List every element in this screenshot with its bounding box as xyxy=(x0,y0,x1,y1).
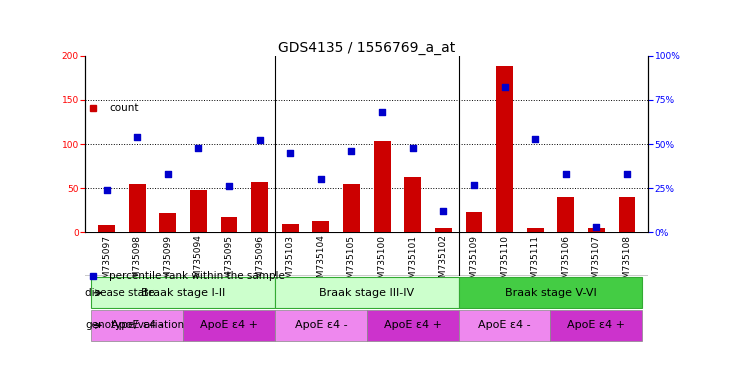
Text: GSM735103: GSM735103 xyxy=(286,235,295,290)
Text: disease state: disease state xyxy=(85,288,155,298)
Text: GSM735106: GSM735106 xyxy=(561,235,571,290)
Text: GSM735108: GSM735108 xyxy=(622,235,631,290)
Point xyxy=(193,144,205,151)
Text: GSM735107: GSM735107 xyxy=(592,235,601,290)
Bar xyxy=(313,221,329,232)
Text: GSM735097: GSM735097 xyxy=(102,235,111,290)
Title: GDS4135 / 1556769_a_at: GDS4135 / 1556769_a_at xyxy=(278,41,456,55)
Bar xyxy=(557,197,574,232)
Text: GSM735109: GSM735109 xyxy=(469,235,479,290)
Text: ApoE ε4 +: ApoE ε4 + xyxy=(200,320,258,331)
Text: GSM735110: GSM735110 xyxy=(500,235,509,290)
Text: GSM735111: GSM735111 xyxy=(531,235,539,290)
Bar xyxy=(459,277,642,308)
Text: ApoE ε4 -: ApoE ε4 - xyxy=(478,320,531,331)
Point xyxy=(162,171,174,177)
Bar xyxy=(190,190,207,232)
Bar xyxy=(343,184,360,232)
Point xyxy=(315,176,327,182)
Text: GSM735104: GSM735104 xyxy=(316,235,325,290)
Bar xyxy=(619,197,635,232)
Point xyxy=(468,182,480,188)
Point xyxy=(223,183,235,189)
Bar xyxy=(282,224,299,232)
Bar xyxy=(91,277,275,308)
Text: GSM735099: GSM735099 xyxy=(163,235,173,290)
Bar xyxy=(91,310,183,341)
Bar xyxy=(459,310,551,341)
Point xyxy=(559,171,571,177)
Text: count: count xyxy=(109,103,139,113)
Text: ApoE ε4 -: ApoE ε4 - xyxy=(111,320,164,331)
Bar xyxy=(251,182,268,232)
Bar xyxy=(275,310,367,341)
Text: Braak stage V-VI: Braak stage V-VI xyxy=(505,288,597,298)
Bar xyxy=(367,310,459,341)
Point xyxy=(437,208,449,214)
Point xyxy=(253,137,265,144)
Text: GSM735100: GSM735100 xyxy=(378,235,387,290)
Point xyxy=(621,171,633,177)
Text: genotype/variation: genotype/variation xyxy=(85,320,185,331)
Point xyxy=(376,109,388,115)
Point xyxy=(529,136,541,142)
Text: ApoE ε4 +: ApoE ε4 + xyxy=(384,320,442,331)
Text: Braak stage I-II: Braak stage I-II xyxy=(141,288,225,298)
Point xyxy=(131,134,143,140)
Point xyxy=(285,150,296,156)
Bar xyxy=(405,177,421,232)
Text: ApoE ε4 +: ApoE ε4 + xyxy=(568,320,625,331)
Bar xyxy=(373,141,391,232)
Text: GSM735101: GSM735101 xyxy=(408,235,417,290)
Bar xyxy=(183,310,275,341)
Bar xyxy=(588,228,605,232)
Text: GSM735102: GSM735102 xyxy=(439,235,448,290)
Text: percentile rank within the sample: percentile rank within the sample xyxy=(109,271,285,281)
Text: Braak stage III-IV: Braak stage III-IV xyxy=(319,288,414,298)
Text: GSM735105: GSM735105 xyxy=(347,235,356,290)
Text: GSM735095: GSM735095 xyxy=(225,235,233,290)
Bar xyxy=(465,212,482,232)
Point xyxy=(591,224,602,230)
Text: GSM735098: GSM735098 xyxy=(133,235,142,290)
Point xyxy=(345,148,357,154)
Bar xyxy=(129,184,146,232)
Bar xyxy=(159,213,176,232)
Point xyxy=(101,187,113,193)
Point xyxy=(499,84,511,91)
Bar xyxy=(99,225,115,232)
Text: ApoE ε4 -: ApoE ε4 - xyxy=(295,320,348,331)
Point xyxy=(407,144,419,151)
Bar xyxy=(435,228,452,232)
Bar xyxy=(496,66,513,232)
Bar xyxy=(221,217,237,232)
Text: GSM735094: GSM735094 xyxy=(194,235,203,290)
Bar xyxy=(275,277,459,308)
Bar xyxy=(527,228,544,232)
Bar xyxy=(551,310,642,341)
Text: GSM735096: GSM735096 xyxy=(255,235,265,290)
